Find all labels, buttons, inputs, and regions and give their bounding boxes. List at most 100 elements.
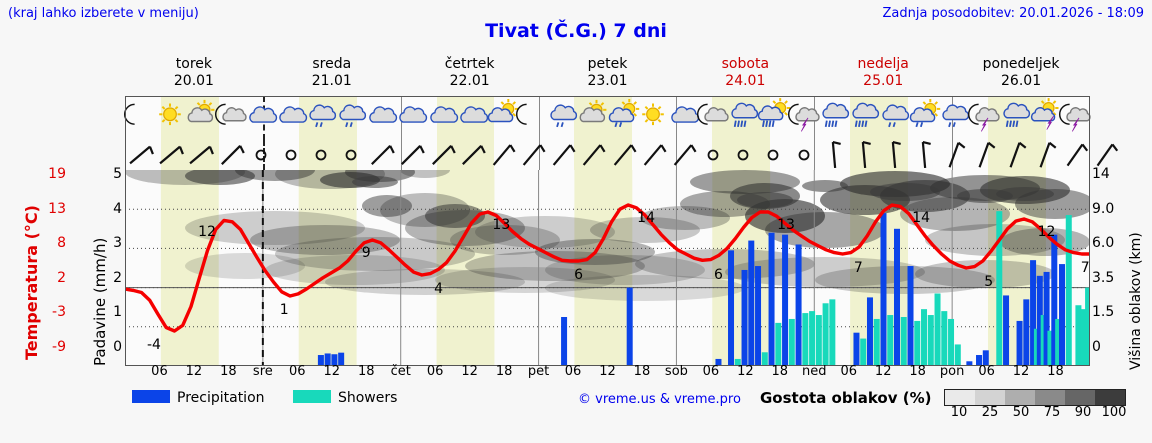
weather-icon-cloud-rain [997, 97, 1033, 139]
daylight-band [436, 140, 495, 170]
bar-precipitation [1016, 320, 1023, 366]
bar-showers [1047, 330, 1054, 366]
day-date: 26.01 [1001, 73, 1042, 89]
cloud-height-axis-ticks: 14 9.0 6.0 3.5 1.5 0 [1092, 160, 1124, 380]
cloud-density-blob [590, 217, 700, 243]
bar-precipitation [317, 355, 324, 366]
weather-icon-sun [635, 97, 671, 139]
wind-calm-symbol [243, 140, 279, 170]
temperature-min-label: -4 [146, 337, 161, 353]
time-tick-12-1: 12 [185, 364, 203, 379]
bar-precipitation [715, 358, 722, 366]
wind-calm-symbol [303, 140, 339, 170]
day-label-petek: petek 23.01 [539, 56, 677, 90]
precipitation-axis-ticks: 5 4 3 2 1 0 [98, 160, 122, 380]
time-tick-18-26: 18 [1047, 364, 1064, 379]
time-tick-čet-7: čet [390, 364, 411, 379]
wind-barb [393, 140, 429, 170]
day-name: petek [587, 56, 628, 72]
temp-tick-4: -3 [52, 304, 66, 320]
wind-barb [152, 140, 188, 170]
daylight-band [712, 140, 771, 170]
weather-icon-cloud [243, 97, 279, 139]
density-tick-25: 25 [981, 405, 999, 420]
weather-icon-cloud-drizzle [876, 97, 912, 139]
wind-barb [424, 140, 460, 170]
cloud-density-blob [235, 170, 315, 181]
day-header-row: torek 20.01 sreda 21.01 četrtek 22.01 petek 23.… [125, 54, 1090, 96]
cloud-density-blob [275, 237, 475, 271]
day-separator [952, 140, 954, 170]
time-tick-sob-15: sob [664, 364, 688, 379]
cloud-height-axis-title: Višina oblakov (km) [1128, 232, 1144, 370]
cloud-density-blob [465, 251, 645, 281]
time-tick-06-20: 06 [840, 364, 858, 379]
bar-precipitation [728, 250, 735, 366]
wind-barb [635, 140, 671, 170]
wind-barb [1087, 140, 1123, 170]
day-date: 21.01 [311, 73, 352, 89]
wind-barb [574, 140, 610, 170]
wind-barb [997, 140, 1033, 170]
time-tick-06-24: 06 [978, 364, 995, 379]
wind-barb [454, 140, 490, 170]
bar-showers [1085, 287, 1090, 366]
bar-precipitation [626, 287, 633, 366]
bar-showers [860, 338, 867, 366]
time-tick-06-16: 06 [702, 364, 720, 379]
bar-precipitation [1023, 299, 1030, 366]
weather-icon-cloud-drizzle [303, 97, 339, 139]
prec-tick-3: 2 [113, 269, 122, 286]
bar-precipitation [853, 332, 860, 366]
chart-svg [125, 170, 1090, 366]
time-tick-18-2: 18 [220, 364, 237, 379]
temperature-min-label: 7 [853, 260, 863, 276]
density-tick-10: 10 [950, 405, 968, 420]
bar-showers [734, 358, 741, 366]
time-tick-18-18: 18 [771, 364, 789, 379]
wind-barb [1027, 140, 1063, 170]
prec-tick-4: 1 [113, 304, 122, 320]
cloud-density-core [737, 192, 793, 208]
cloud-density-label: Gostota oblakov (%) [760, 389, 932, 407]
day-date: 23.01 [587, 73, 628, 89]
bar-precipitation [966, 361, 973, 366]
time-tick-12-9: 12 [461, 364, 478, 379]
weather-icon-sun-cloud-drizzle [605, 97, 641, 139]
cloud-density-blob [725, 257, 925, 287]
weather-icon-cloud-rain [846, 97, 882, 139]
cloud-density-blob [915, 260, 1055, 288]
weather-icon-cloud-sun [484, 97, 520, 139]
temp-tick-3: 2 [57, 269, 66, 286]
cloud-density-blob [265, 255, 445, 285]
bar-precipitation [561, 317, 568, 366]
time-tick-18-10: 18 [495, 364, 513, 379]
bar-precipitation [1059, 264, 1066, 366]
bar-precipitation [866, 297, 873, 366]
cloud-density-ticks: 10 25 50 75 90 100 [944, 405, 1134, 421]
wind-barb [846, 140, 882, 170]
prec-tick-0: 5 [113, 166, 122, 182]
time-tick-sre-3: sre [252, 364, 273, 379]
meteogram[interactable]: -4 12 1 9 4 13 6 14 6 13 7 14 5 12 7 [124, 96, 1119, 366]
weather-icon-sun-cloud [182, 97, 218, 139]
day-label-četrtek: četrtek 22.01 [401, 56, 539, 90]
temperature-min-label: 1 [279, 302, 289, 318]
bar-showers [761, 352, 768, 366]
day-date: 24.01 [725, 73, 766, 89]
density-tick-90: 90 [1074, 405, 1092, 420]
cloud-density-colorbar [944, 389, 1126, 406]
daylight-band [160, 170, 219, 366]
cloud-density-core [870, 183, 940, 201]
day-name: sreda [312, 56, 352, 72]
bar-precipitation [782, 234, 789, 366]
day-name: ponedeljek [982, 56, 1060, 72]
bar-precipitation [1051, 234, 1058, 366]
wind-barb [182, 140, 218, 170]
copyright-link[interactable]: © vreme.us & vreme.pro [578, 392, 741, 407]
bar-precipitation [1043, 271, 1050, 366]
density-tick-75: 75 [1043, 405, 1061, 420]
weather-icon-moon-thunder [966, 97, 1002, 139]
day-separator [814, 140, 816, 170]
temperature-axis-title: Temperatura (°C) [22, 205, 41, 360]
